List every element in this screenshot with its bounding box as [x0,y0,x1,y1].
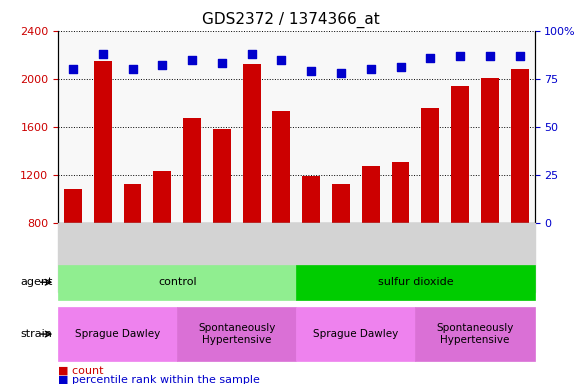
Point [366,66,375,72]
Bar [421,108,439,319]
Point [188,56,197,63]
Text: Sprague Dawley: Sprague Dawley [313,329,399,339]
Text: strain: strain [20,329,52,339]
Point [456,53,465,59]
Text: Sprague Dawley: Sprague Dawley [75,329,160,339]
Bar [64,189,82,319]
Bar [332,184,350,319]
Point [336,70,346,76]
Point [157,62,167,68]
Point [307,68,316,74]
Bar [213,129,231,319]
Text: Spontaneously
Hypertensive: Spontaneously Hypertensive [436,323,514,345]
Bar [451,86,469,319]
Bar [94,61,112,319]
Bar [243,65,260,319]
Point [515,53,524,59]
Text: control: control [158,277,196,287]
Bar [302,176,320,319]
Bar [392,162,410,319]
Point [217,60,227,66]
Point [426,55,435,61]
Bar [124,184,141,319]
Text: agent: agent [20,277,52,287]
Point [247,51,256,57]
Text: sulfur dioxide: sulfur dioxide [378,277,453,287]
Point [98,51,107,57]
Point [396,64,405,70]
Point [128,66,137,72]
Bar [153,171,171,319]
Text: GDS2372 / 1374366_at: GDS2372 / 1374366_at [202,12,379,28]
Bar [362,166,379,319]
Bar [481,78,498,319]
Text: Spontaneously
Hypertensive: Spontaneously Hypertensive [198,323,275,345]
Point [485,53,494,59]
Bar [511,69,529,319]
Bar [272,111,290,319]
Bar [183,118,201,319]
Point [69,66,78,72]
Text: ■ count: ■ count [58,366,103,376]
Text: ■ percentile rank within the sample: ■ percentile rank within the sample [58,375,260,384]
Point [277,56,286,63]
